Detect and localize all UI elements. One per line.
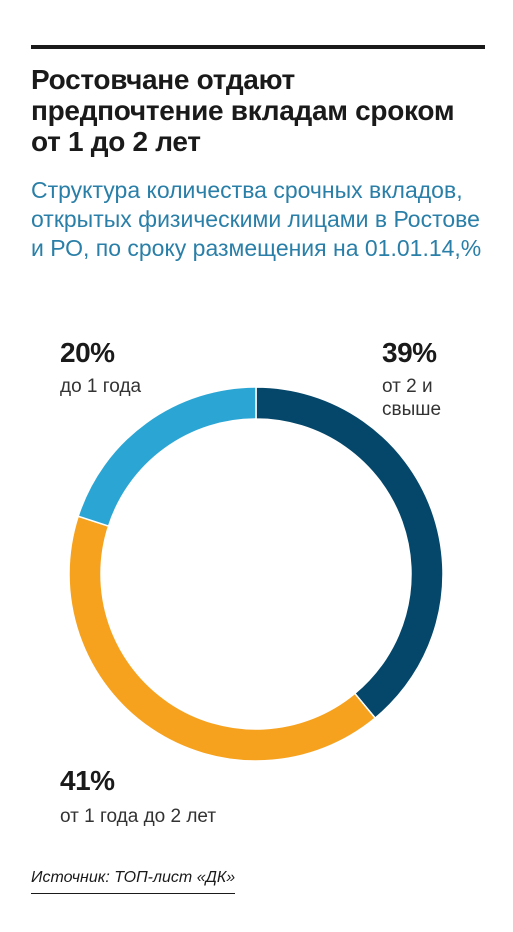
source-note: Источник: ТОП-лист «ДК» — [31, 868, 236, 894]
chart-title: Ростовчане отдают предпочтение вкладам с… — [31, 64, 455, 157]
slice-up-to-1-year — [77, 386, 257, 528]
top-rule — [31, 45, 485, 49]
category-label-2-years-and-more: от 2 и свыше — [382, 376, 442, 420]
value-label-up-to-1-year: 20% — [60, 337, 115, 368]
chart-subtitle: Структура количества срочных вкладов, от… — [31, 177, 482, 261]
value-label-1-to-2-years: 41% — [60, 765, 115, 796]
slice-1-to-2-years — [68, 515, 377, 762]
slice-2-years-and-more — [255, 386, 444, 720]
category-label-1-to-2-years: от 1 года до 2 лет — [60, 806, 217, 827]
category-label-up-to-1-year: до 1 года — [60, 376, 142, 397]
value-label-2-years-and-more: 39% — [382, 337, 437, 368]
